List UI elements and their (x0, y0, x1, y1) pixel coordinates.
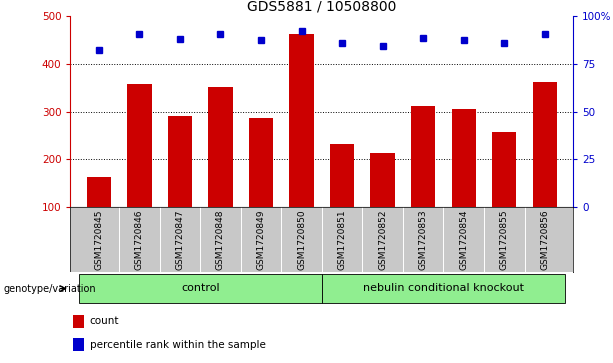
Bar (73, 338, 84, 351)
Text: GSM1720845: GSM1720845 (94, 209, 104, 270)
Bar (168, 117, 192, 254)
Text: GSM1720849: GSM1720849 (256, 209, 265, 270)
Bar (411, 106, 435, 254)
Bar (73, 314, 84, 328)
Text: GSM1720856: GSM1720856 (540, 209, 549, 270)
Text: GSM1720855: GSM1720855 (500, 209, 509, 270)
Text: GSM1720854: GSM1720854 (459, 209, 468, 270)
Bar (370, 152, 395, 254)
Bar (86, 177, 111, 254)
Title: GDS5881 / 10508800: GDS5881 / 10508800 (247, 0, 397, 14)
Text: percentile rank within the sample: percentile rank within the sample (89, 340, 265, 350)
Bar (78, 274, 322, 303)
Text: GSM1720851: GSM1720851 (338, 209, 346, 270)
Bar (330, 144, 354, 254)
Text: GSM1720850: GSM1720850 (297, 209, 306, 270)
Text: GSM1720852: GSM1720852 (378, 209, 387, 270)
Text: GSM1720847: GSM1720847 (175, 209, 185, 270)
Text: GSM1720846: GSM1720846 (135, 209, 144, 270)
Bar (322, 274, 565, 303)
Text: count: count (89, 316, 119, 326)
Text: control: control (181, 283, 219, 293)
Bar (128, 85, 151, 254)
Text: nebulin conditional knockout: nebulin conditional knockout (363, 283, 524, 293)
Bar (289, 34, 314, 254)
Text: GSM1720853: GSM1720853 (419, 209, 428, 270)
Bar (208, 87, 233, 254)
Bar (249, 118, 273, 254)
Bar (452, 109, 476, 254)
Text: genotype/variation: genotype/variation (3, 284, 96, 294)
Text: GSM1720848: GSM1720848 (216, 209, 225, 270)
Bar (492, 132, 516, 254)
Bar (533, 82, 557, 254)
